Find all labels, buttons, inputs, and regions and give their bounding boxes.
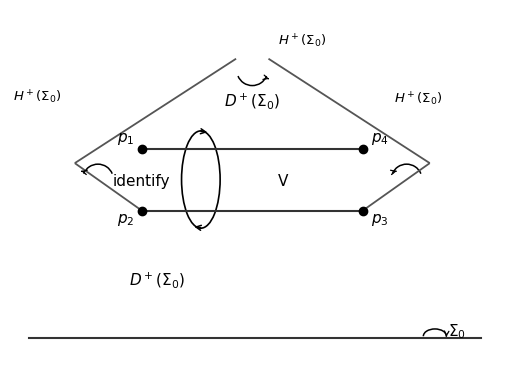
Text: $p_1$: $p_1$ xyxy=(116,131,134,147)
Text: $p_3$: $p_3$ xyxy=(371,212,388,228)
Text: identify: identify xyxy=(113,174,171,189)
Text: $H^+(\Sigma_0)$: $H^+(\Sigma_0)$ xyxy=(278,32,327,50)
Text: $H^+(\Sigma_0)$: $H^+(\Sigma_0)$ xyxy=(13,89,61,106)
Text: $\Sigma_0$: $\Sigma_0$ xyxy=(448,322,466,341)
Text: $p_2$: $p_2$ xyxy=(116,212,134,228)
Text: $D^+(\Sigma_0)$: $D^+(\Sigma_0)$ xyxy=(224,91,280,111)
Text: $D^+(\Sigma_0)$: $D^+(\Sigma_0)$ xyxy=(129,270,185,290)
Text: $H^+(\Sigma_0)$: $H^+(\Sigma_0)$ xyxy=(394,91,442,108)
Text: V: V xyxy=(278,174,288,189)
Text: $p_4$: $p_4$ xyxy=(371,131,388,147)
